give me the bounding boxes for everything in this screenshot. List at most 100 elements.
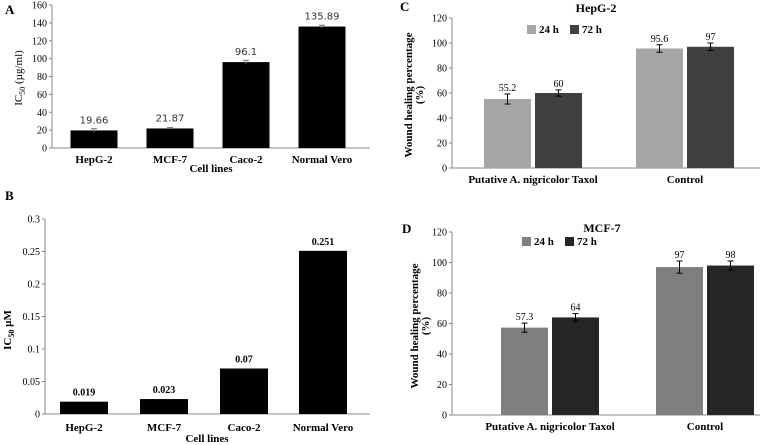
y-tick-label-b: 0.25: [23, 247, 41, 258]
data-label-d: 98: [726, 250, 736, 261]
y-tick-label-d: 40: [437, 350, 447, 361]
y-axis-title-b-sub: 50: [7, 330, 16, 338]
legend-label-d: 24 h: [534, 236, 554, 248]
y-tick-label-b: 0.05: [23, 377, 41, 388]
y-tick-label-c: 0: [442, 164, 447, 175]
chart-title-d: MCF-7: [583, 221, 620, 235]
bar-a-normal-vero: [298, 26, 346, 149]
y-tick-label-a: 60: [37, 90, 47, 101]
bar-a-mcf-7: [146, 128, 194, 148]
panel-letter-c: C: [400, 0, 409, 14]
y-tick-label-b: 0.3: [28, 215, 41, 226]
x-tick-label-b: Caco-2: [228, 422, 261, 434]
legend-label-c: 24 h: [539, 24, 559, 36]
y-tick-label-c: 40: [437, 114, 447, 125]
bar-a-hepg-2: [70, 130, 118, 148]
x-tick-label-d: Control: [687, 421, 723, 433]
y-tick-label-c: 80: [437, 64, 447, 75]
y-axis-title-a-unit: (µg/ml): [13, 50, 25, 87]
y-axis-title-b: IC50 µM: [2, 310, 16, 350]
y-tick-label-a: 100: [32, 54, 47, 65]
data-label-b: 0.07: [235, 355, 253, 366]
y-tick-label-b: 0.15: [23, 312, 41, 323]
bar-b-mcf-7: [140, 399, 188, 414]
x-tick-label-a: MCF-7: [153, 154, 188, 166]
legend-swatch-d-72h: [565, 237, 574, 246]
data-label-a: 19.66: [80, 115, 109, 126]
bar-b-normal-vero: [299, 250, 347, 414]
x-tick-label-b: HepG-2: [65, 422, 103, 434]
y-tick-label-d: 0: [442, 411, 447, 422]
x-tick-label-b: Normal Vero: [293, 422, 354, 434]
y-tick-label-a: 40: [37, 108, 47, 119]
y-axis-title-b-main: IC: [2, 338, 14, 350]
x-tick-label-b: MCF-7: [147, 422, 182, 434]
data-label-c: 55.2: [499, 83, 517, 94]
y-tick-label-a: 120: [32, 36, 47, 47]
bar-d-24h-control: [656, 267, 703, 415]
data-label-a: 21.87: [156, 113, 185, 124]
y-axis-title-a-main: IC: [13, 95, 25, 106]
chart-title-c: HepG-2: [576, 1, 617, 15]
y-axis-title-d-unit: (%): [420, 317, 432, 336]
panel-letter-a: A: [5, 2, 15, 17]
y-tick-label-c: 60: [437, 89, 447, 100]
y-axis-title-a: IC50 (µg/ml): [13, 50, 27, 106]
y-tick-label-d: 60: [437, 319, 447, 330]
legend-swatch-c-24h: [527, 25, 536, 34]
x-tick-label-a: Caco-2: [230, 154, 263, 166]
data-label-c: 60: [554, 79, 564, 90]
y-tick-label-b: 0.1: [28, 345, 41, 356]
x-tick-label-c: Control: [667, 174, 703, 186]
y-tick-label-a: 80: [37, 72, 47, 83]
bar-c-24h-taxol: [484, 99, 531, 168]
data-label-c: 97: [706, 32, 716, 43]
x-tick-label-a: Normal Vero: [292, 154, 353, 166]
data-label-c: 95.6: [651, 34, 669, 45]
y-tick-label-c: 120: [432, 14, 447, 25]
data-label-a: 135.89: [305, 12, 340, 23]
y-axis-title-a-sub: 50: [18, 87, 27, 95]
y-axis-title-c-unit: (%): [414, 86, 426, 105]
bar-c-72h-control: [687, 46, 734, 168]
x-tick-label-d: Putative A. nigricolor Taxol: [485, 421, 614, 433]
bar-d-24h-taxol: [501, 327, 548, 415]
bar-b-hepg-2: [60, 401, 108, 414]
y-tick-label-c: 20: [437, 139, 447, 150]
y-tick-label-b: 0.2: [28, 280, 41, 291]
data-label-a: 96.1: [235, 47, 257, 58]
data-label-b: 0.023: [153, 385, 176, 396]
y-tick-label-a: 140: [32, 18, 47, 29]
panel-letter-b: B: [5, 188, 14, 203]
y-tick-label-d: 20: [437, 380, 447, 391]
data-label-d: 97: [675, 250, 685, 261]
y-tick-label-d: 100: [432, 258, 447, 269]
y-tick-label-a: 20: [37, 126, 47, 137]
y-tick-label-b: 0: [35, 410, 40, 421]
data-label-b: 0.019: [73, 388, 96, 399]
bar-b-caco-2: [220, 368, 268, 414]
y-axis-title-d: Wound healing percentage: [409, 263, 421, 388]
x-axis-title-b: Cell lines: [185, 433, 229, 445]
bar-c-24h-control: [636, 48, 683, 168]
y-tick-label-d: 120: [432, 228, 447, 239]
y-axis-title-b-unit: µM: [2, 310, 14, 330]
legend-label-c: 72 h: [582, 24, 602, 36]
y-tick-label-a: 160: [32, 1, 47, 12]
panel-letter-d: D: [402, 221, 411, 236]
bar-c-72h-taxol: [535, 93, 582, 168]
bar-d-72h-taxol: [552, 317, 599, 415]
legend-label-d: 72 h: [577, 236, 597, 248]
y-axis-title-c: Wound healing percentage: [403, 32, 415, 157]
x-axis-title-a: Cell lines: [189, 163, 233, 175]
y-tick-label-a: 0: [42, 144, 47, 155]
x-tick-label-c: Putative A. nigricolor Taxol: [468, 174, 597, 186]
data-label-d: 64: [571, 303, 581, 314]
data-label-b: 0.251: [312, 237, 335, 248]
x-tick-label-a: HepG-2: [75, 154, 113, 166]
y-tick-label-c: 100: [432, 39, 447, 50]
legend-swatch-d-24h: [522, 237, 531, 246]
bar-a-caco-2: [222, 62, 270, 148]
legend-swatch-c-72h: [570, 25, 579, 34]
